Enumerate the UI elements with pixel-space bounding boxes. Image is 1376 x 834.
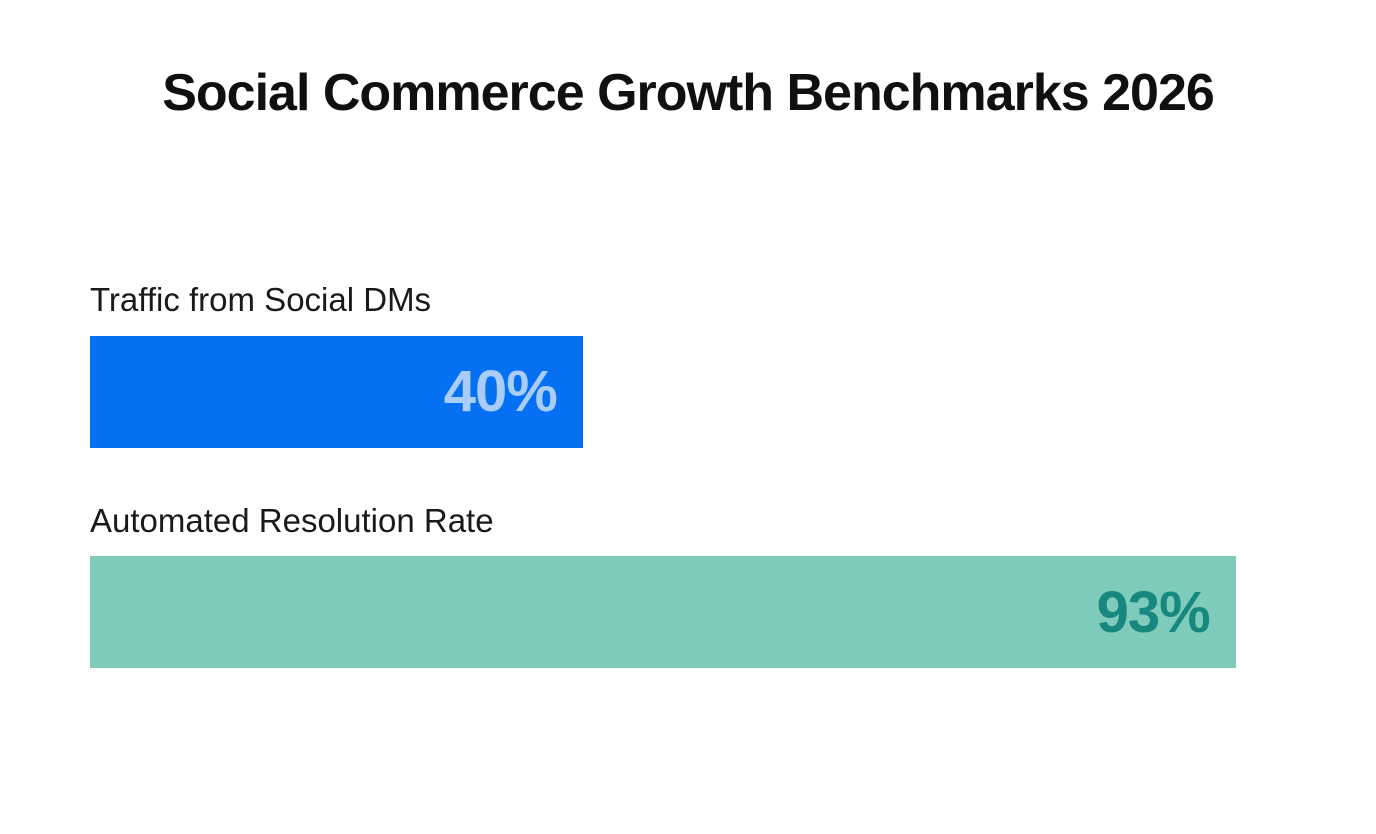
bar-label-traffic-social-dms: Traffic from Social DMs [90,281,432,318]
bar-label-automated-resolution-rate: Automated Resolution Rate [90,501,494,539]
bar-row-automated-resolution-rate: Automated Resolution Rate 93% [90,501,1322,669]
bar-automated-resolution-rate: 93% [90,556,1236,669]
bar-value-traffic-social-dms: 40% [443,359,558,425]
chart-title: Social Commerce Growth Benchmarks 2026 [162,64,1215,122]
bar-row-traffic-social-dms: Traffic from Social DMs 40% [90,280,1322,448]
bar-chart: Traffic from Social DMs 40% Automated Re… [90,280,1322,669]
bar-traffic-social-dms: 40% [90,335,583,448]
chart-page: Social Commerce Growth Benchmarks 2026 T… [0,64,1376,669]
bar-value-automated-resolution-rate: 93% [1096,579,1211,645]
